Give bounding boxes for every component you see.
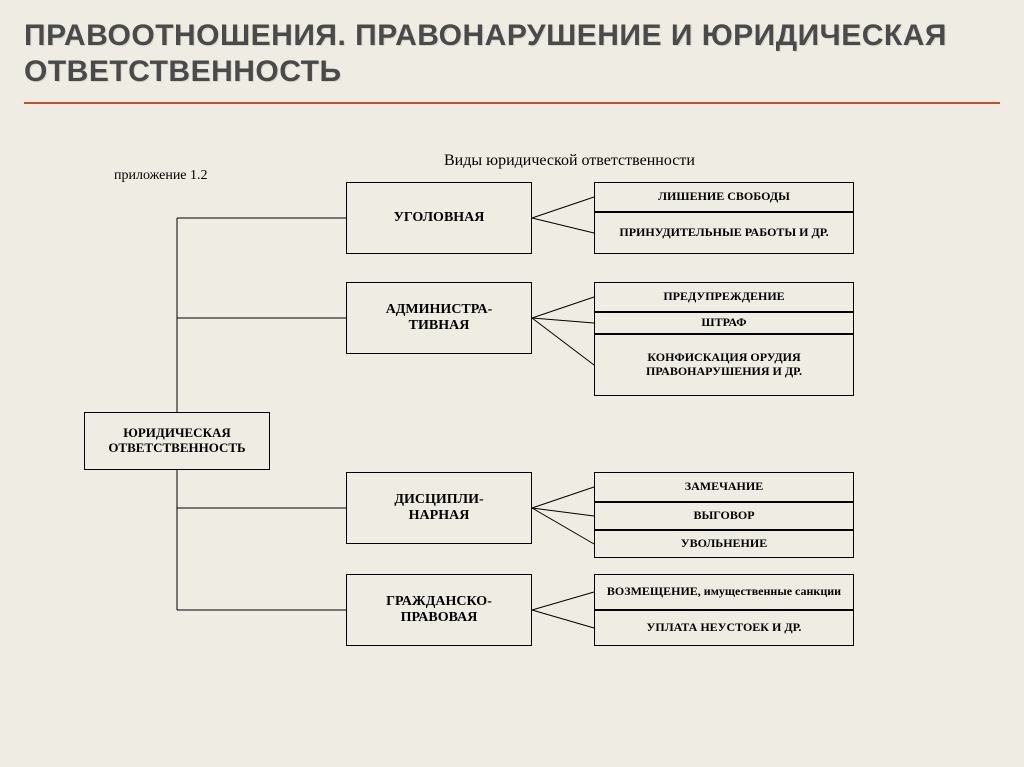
sanction-box-civil-1: УПЛАТА НЕУСТОЕК И ДР.	[594, 610, 854, 646]
sanction-box-disciplinary-1: ВЫГОВОР	[594, 502, 854, 530]
slide-title: ПРАВООТНОШЕНИЯ. ПРАВОНАРУШЕНИЕ И ЮРИДИЧЕ…	[24, 18, 984, 90]
diagram-heading: Виды юридической ответственности	[444, 152, 695, 170]
sanction-box-administrative-1: ШТРАФ	[594, 312, 854, 334]
diagram-area: приложение 1.2 Виды юридической ответстве…	[24, 112, 1000, 752]
type-box-disciplinary: ДИСЦИПЛИ-НАРНАЯ	[346, 472, 532, 544]
sanction-box-disciplinary-0: ЗАМЕЧАНИЕ	[594, 472, 854, 502]
sanction-box-criminal-0: ЛИШЕНИЕ СВОБОДЫ	[594, 182, 854, 212]
root-box: ЮРИДИЧЕСКАЯ ОТВЕТСТВЕННОСТЬ	[84, 412, 270, 470]
diagram-canvas: приложение 1.2 Виды юридической ответстве…	[24, 112, 1000, 752]
appendix-label: приложение 1.2	[114, 168, 208, 184]
slide: ПРАВООТНОШЕНИЯ. ПРАВОНАРУШЕНИЕ И ЮРИДИЧЕ…	[0, 0, 1024, 767]
type-box-criminal: УГОЛОВНАЯ	[346, 182, 532, 254]
sanction-box-criminal-1: ПРИНУДИТЕЛЬНЫЕ РАБОТЫ И ДР.	[594, 212, 854, 254]
type-box-administrative: АДМИНИСТРА-ТИВНАЯ	[346, 282, 532, 354]
type-box-civil: ГРАЖДАНСКО-ПРАВОВАЯ	[346, 574, 532, 646]
title-underline	[24, 102, 1000, 104]
sanction-box-civil-0: ВОЗМЕЩЕНИЕ, имущественные санкции	[594, 574, 854, 610]
sanction-box-administrative-0: ПРЕДУПРЕЖДЕНИЕ	[594, 282, 854, 312]
sanction-box-disciplinary-2: УВОЛЬНЕНИЕ	[594, 530, 854, 558]
sanction-box-administrative-2: КОНФИСКАЦИЯ ОРУДИЯ ПРАВОНАРУШЕНИЯ И ДР.	[594, 334, 854, 396]
